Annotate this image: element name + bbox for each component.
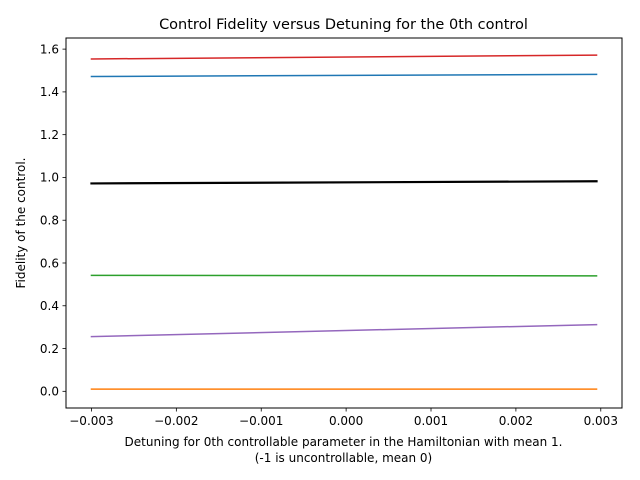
y-tick-label: 1.2 <box>40 128 59 142</box>
x-tick-label: −0.002 <box>154 414 198 428</box>
y-axis-label: Fidelity of the control. <box>14 158 28 289</box>
series-line-5 <box>90 180 598 185</box>
plot-frame <box>65 37 623 409</box>
series-line-4 <box>90 323 598 338</box>
x-tick-label: 0.001 <box>414 414 448 428</box>
y-tick-label: 0.0 <box>40 385 59 399</box>
y-tick-label: 1.4 <box>40 85 59 99</box>
x-tick-label: −0.003 <box>69 414 113 428</box>
x-tick-label: −0.001 <box>239 414 283 428</box>
series-layer <box>90 54 598 390</box>
chart-title: Control Fidelity versus Detuning for the… <box>159 17 528 33</box>
y-tick-label: 0.2 <box>40 342 59 356</box>
series-line-3 <box>90 54 598 60</box>
x-axis-ticks: −0.003 −0.002 −0.001 0.000 0.001 0.002 0.003 <box>69 408 618 428</box>
y-tick-label: 0.6 <box>40 256 59 270</box>
y-tick-label: 0.4 <box>40 299 59 313</box>
y-tick-label: 0.8 <box>40 214 59 228</box>
x-axis-label: Detuning for 0th controllable parameter … <box>125 435 563 449</box>
x-axis-label-line2: (-1 is uncontrollable, mean 0) <box>255 451 432 465</box>
x-tick-label: 0.000 <box>329 414 363 428</box>
series-line-0 <box>90 73 598 78</box>
y-tick-label: 1.6 <box>40 42 59 56</box>
x-tick-label: 0.003 <box>584 414 618 428</box>
y-axis-ticks: 0.0 0.2 0.4 0.6 0.8 1.0 1.2 1.4 1.6 <box>40 42 66 399</box>
y-tick-label: 1.0 <box>40 171 59 185</box>
x-tick-label: 0.002 <box>499 414 533 428</box>
